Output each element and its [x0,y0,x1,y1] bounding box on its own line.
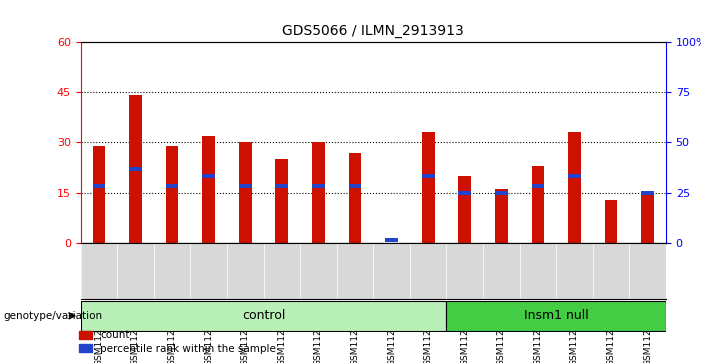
Bar [348,152,362,243]
Legend: count, percentile rank within the sample: count, percentile rank within the sample [75,326,280,358]
Bar [93,146,105,243]
Bar [641,191,654,195]
Bar [458,191,471,195]
Bar [203,174,215,178]
Bar [605,200,618,243]
Bar [422,132,435,243]
FancyBboxPatch shape [447,301,666,330]
Bar [312,143,325,243]
Bar [165,146,179,243]
Bar [275,159,288,243]
Bar [641,193,654,243]
Text: genotype/variation: genotype/variation [4,311,102,321]
Bar [239,143,252,243]
FancyBboxPatch shape [81,301,447,330]
Bar [93,184,105,188]
Bar [165,184,179,188]
Title: GDS5066 / ILMN_2913913: GDS5066 / ILMN_2913913 [283,24,464,38]
Bar [275,184,288,188]
Bar [385,238,398,242]
Bar [312,184,325,188]
Bar [568,132,581,243]
Bar [129,95,142,243]
Bar [458,176,471,243]
Bar [531,184,544,188]
Bar [568,174,581,178]
Bar [495,191,508,195]
Text: Insm1 null: Insm1 null [524,309,589,322]
Bar [203,136,215,243]
Bar [422,174,435,178]
Bar [348,184,362,188]
Text: control: control [242,309,285,322]
Bar [239,184,252,188]
Bar [495,189,508,243]
Bar [129,167,142,171]
Bar [531,166,544,243]
